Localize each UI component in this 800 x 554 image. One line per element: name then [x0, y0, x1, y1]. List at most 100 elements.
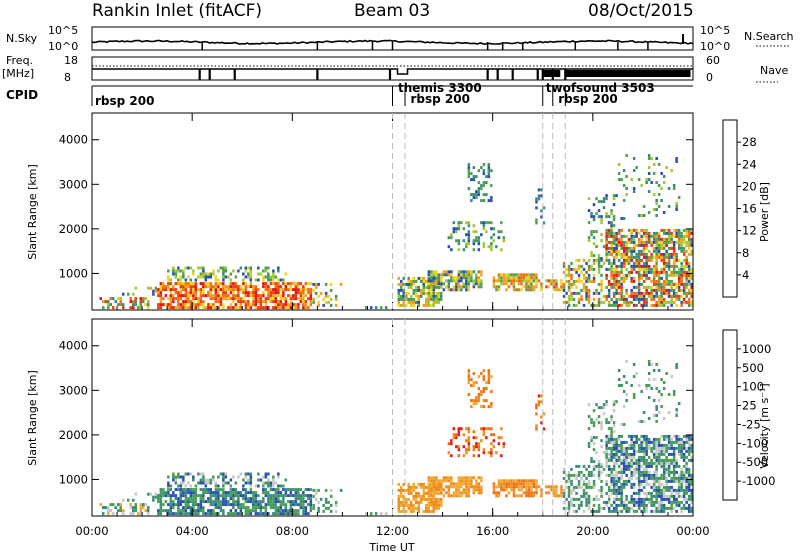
velocity-cell — [207, 488, 210, 492]
colorbar-tick-label: 25 — [742, 399, 757, 413]
power-cell — [412, 297, 415, 301]
power-cell — [254, 291, 258, 295]
power-cell — [517, 273, 521, 277]
power-cell — [567, 285, 571, 289]
velocity-cell — [645, 497, 648, 501]
power-cell — [430, 291, 433, 295]
power-cell — [257, 278, 260, 282]
power-cell — [292, 282, 295, 286]
power-cell — [617, 249, 621, 253]
power-cell — [462, 248, 466, 252]
power-cell — [274, 275, 278, 279]
velocity-cell — [637, 464, 641, 468]
velocity-cell — [645, 440, 648, 444]
power-cell — [379, 306, 383, 310]
power-cell — [620, 264, 623, 268]
power-cell — [284, 297, 288, 301]
power-cell — [177, 300, 180, 304]
velocity-cell — [487, 378, 491, 382]
velocity-cell — [650, 458, 653, 462]
velocity-cell — [587, 482, 591, 486]
power-cell — [219, 294, 223, 298]
velocity-cell — [482, 399, 486, 403]
velocity-cell — [640, 482, 643, 486]
power-cell — [652, 255, 656, 259]
velocity-cell — [257, 478, 260, 482]
velocity-cell — [249, 475, 253, 479]
power-cell — [279, 303, 283, 307]
power-cell — [467, 224, 471, 228]
velocity-cell — [680, 467, 683, 471]
velocity-cell — [437, 506, 440, 510]
velocity-cell — [592, 464, 596, 468]
power-cell — [655, 202, 658, 205]
velocity-cell — [239, 503, 243, 507]
power-cell — [667, 267, 671, 271]
velocity-cell — [660, 497, 663, 501]
velocity-cell — [435, 479, 438, 483]
velocity-cell — [177, 497, 180, 501]
velocity-cell — [660, 491, 663, 495]
power-cell — [302, 306, 305, 310]
velocity-cell — [212, 494, 215, 498]
velocity-cell — [687, 440, 691, 444]
power-cell — [602, 300, 606, 304]
power-cell — [660, 294, 663, 298]
velocity-cell — [157, 512, 160, 516]
power-cell — [615, 255, 618, 259]
velocity-cell — [239, 494, 243, 498]
velocity-cell — [252, 491, 255, 495]
power-cell — [622, 240, 626, 244]
velocity-cell — [677, 488, 681, 492]
power-cell — [635, 231, 638, 235]
power-cell — [134, 297, 137, 301]
power-cell — [244, 288, 248, 292]
velocity-cell — [154, 495, 158, 499]
velocity-cell — [262, 475, 265, 479]
velocity-cell — [577, 497, 581, 501]
power-cell — [405, 303, 408, 307]
power-cell — [567, 300, 571, 304]
power-cell — [565, 273, 568, 277]
velocity-cell — [249, 472, 253, 476]
velocity-cell — [425, 491, 428, 495]
power-cell — [605, 249, 608, 253]
power-cell — [685, 231, 688, 235]
power-cell — [637, 273, 641, 277]
velocity-cell — [687, 458, 691, 462]
power-cell — [452, 288, 456, 292]
velocity-cell — [622, 452, 626, 456]
velocity-cell — [675, 488, 678, 492]
velocity-cell — [580, 494, 583, 498]
velocity-cell — [219, 494, 223, 498]
velocity-cell — [615, 503, 618, 507]
power-cell — [302, 291, 305, 295]
velocity-cell — [282, 500, 285, 504]
power-cell — [602, 197, 606, 201]
power-cell — [587, 239, 591, 243]
velocity-cell — [647, 443, 651, 447]
power-cell — [247, 275, 250, 279]
power-cell — [662, 261, 666, 265]
power-cell — [665, 288, 668, 292]
velocity-cell — [435, 503, 438, 507]
power-cell — [655, 243, 658, 247]
velocity-cell — [232, 500, 235, 504]
power-cell — [647, 264, 651, 268]
velocity-cell — [450, 482, 453, 486]
power-cell — [590, 215, 593, 219]
velocity-cell — [587, 403, 591, 407]
power-cell — [324, 294, 328, 298]
power-cell — [264, 303, 268, 307]
power-cell — [487, 169, 491, 173]
velocity-cell — [585, 500, 588, 504]
power-cell — [570, 285, 573, 289]
power-cell — [630, 264, 633, 268]
power-cell — [527, 288, 531, 292]
velocity-cell — [647, 461, 651, 465]
power-cell — [465, 276, 468, 280]
power-cell — [500, 279, 503, 283]
power-cell — [177, 291, 180, 295]
power-cell — [402, 300, 405, 304]
power-cell — [192, 285, 195, 289]
